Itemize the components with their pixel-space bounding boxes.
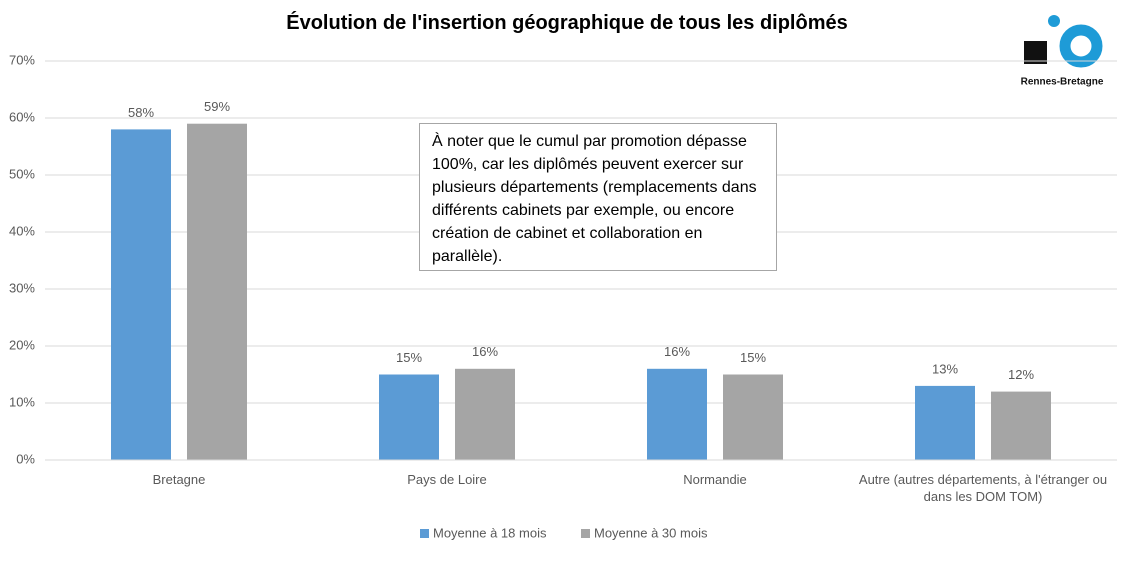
logo-ring	[1059, 24, 1103, 68]
data-label: 16%	[472, 344, 498, 359]
data-label: 12%	[1008, 367, 1034, 382]
bar	[455, 368, 515, 460]
data-label: 13%	[932, 361, 958, 376]
x-tick-label: Bretagne	[152, 472, 206, 487]
y-tick-label: 10%	[9, 394, 35, 409]
bar	[915, 385, 975, 460]
legend-label: Moyenne à 18 mois	[433, 525, 547, 540]
x-tick-label: Autre (autres départements, à l'étranger…	[858, 472, 1108, 504]
y-tick-label: 60%	[9, 109, 35, 124]
data-label: 15%	[396, 350, 422, 365]
bar	[647, 368, 707, 460]
data-label: 16%	[664, 344, 690, 359]
y-tick-label: 50%	[9, 166, 35, 181]
x-tick-label: Normandie	[683, 472, 747, 487]
bar	[187, 123, 247, 460]
logo-square	[1024, 41, 1047, 64]
data-label: 58%	[128, 105, 154, 120]
data-label: 15%	[740, 350, 766, 365]
bar	[111, 129, 171, 460]
annotation: À noter que le cumul par promotion dépas…	[419, 123, 777, 271]
legend-swatch	[581, 529, 590, 538]
bar	[379, 374, 439, 460]
y-tick-label: 30%	[9, 280, 35, 295]
y-tick-label: 0%	[16, 451, 35, 466]
data-label: 59%	[204, 99, 230, 114]
logo-text: Rennes-Bretagne	[1021, 77, 1104, 88]
bar	[723, 374, 783, 460]
y-tick-label: 20%	[9, 337, 35, 352]
bar	[991, 391, 1051, 460]
logo-dot	[1048, 15, 1060, 27]
x-tick-label: Pays de Loire	[407, 472, 487, 487]
y-tick-label: 70%	[9, 52, 35, 67]
legend-swatch	[420, 529, 429, 538]
chart-title: Évolution de l'insertion géographique de…	[286, 12, 848, 34]
y-tick-label: 40%	[9, 223, 35, 238]
legend-label: Moyenne à 30 mois	[594, 525, 708, 540]
